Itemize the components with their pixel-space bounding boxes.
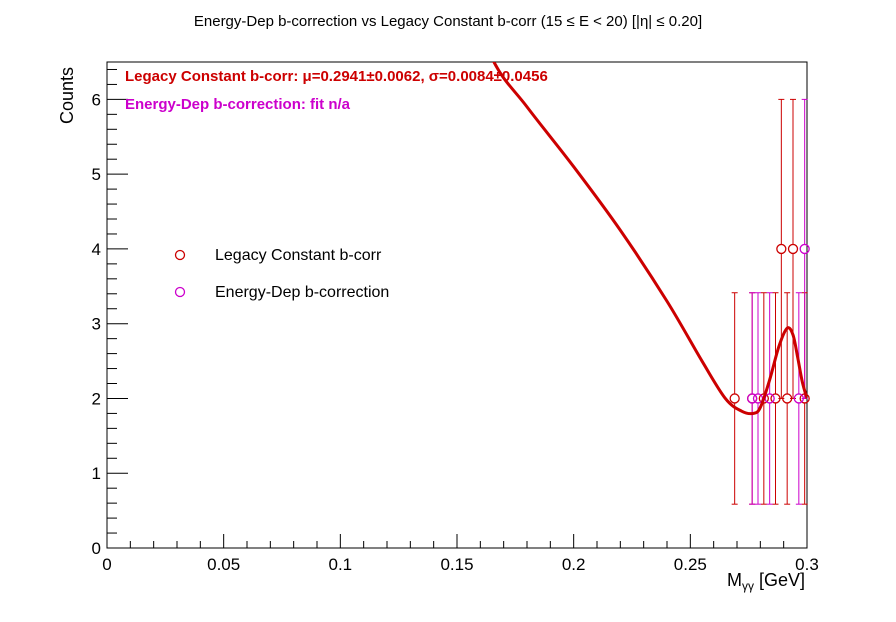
legend-marker-legacy	[174, 249, 186, 261]
y-tick-label: 5	[92, 165, 101, 184]
data-point	[729, 393, 740, 404]
data-point	[799, 243, 810, 255]
y-axis-title: Counts	[57, 67, 77, 124]
chart-title: Energy-Dep b-correction vs Legacy Consta…	[194, 13, 702, 30]
legend: Legacy Constant b-corr Energy-Dep b-corr…	[174, 247, 389, 301]
y-tick-label: 3	[92, 315, 101, 334]
legend-marker-energy-dep	[174, 286, 186, 298]
data-point	[787, 243, 799, 255]
y-tick-label: 0	[92, 539, 101, 558]
axes: 0 0.05 0.1 0.15 0.2 0.25 0.3 0 1 2 3 4 5 6	[92, 61, 819, 574]
y-tick-label: 4	[92, 240, 101, 259]
fit-curve	[492, 62, 807, 416]
legend-label-legacy: Legacy Constant b-corr	[215, 247, 382, 264]
x-tick-label: 0.25	[674, 555, 707, 574]
x-tick-label: 0	[102, 555, 111, 574]
x-tick-label: 0.15	[440, 555, 473, 574]
x-tick-label: 0.2	[562, 555, 586, 574]
data-point	[747, 393, 758, 404]
y-tick-label: 1	[92, 464, 101, 483]
legend-label-energy-dep: Energy-Dep b-correction	[215, 284, 389, 301]
y-tick-label: 6	[92, 90, 101, 109]
x-tick-label: 0.1	[329, 555, 353, 574]
annotation-energy-dep-fit: Energy-Dep b-correction: fit n/a	[125, 96, 351, 113]
x-axis-title: Mγγ [GeV]	[727, 570, 805, 593]
y-tick-label: 2	[92, 389, 101, 408]
series-energy-dep	[747, 98, 810, 505]
x-tick-label: 0.3	[795, 555, 819, 574]
annotation-legacy-fit: Legacy Constant b-corr: μ=0.2941±0.0062,…	[125, 68, 548, 85]
x-tick-label: 0.05	[207, 555, 240, 574]
data-point	[776, 243, 787, 255]
plot-area	[492, 62, 810, 505]
